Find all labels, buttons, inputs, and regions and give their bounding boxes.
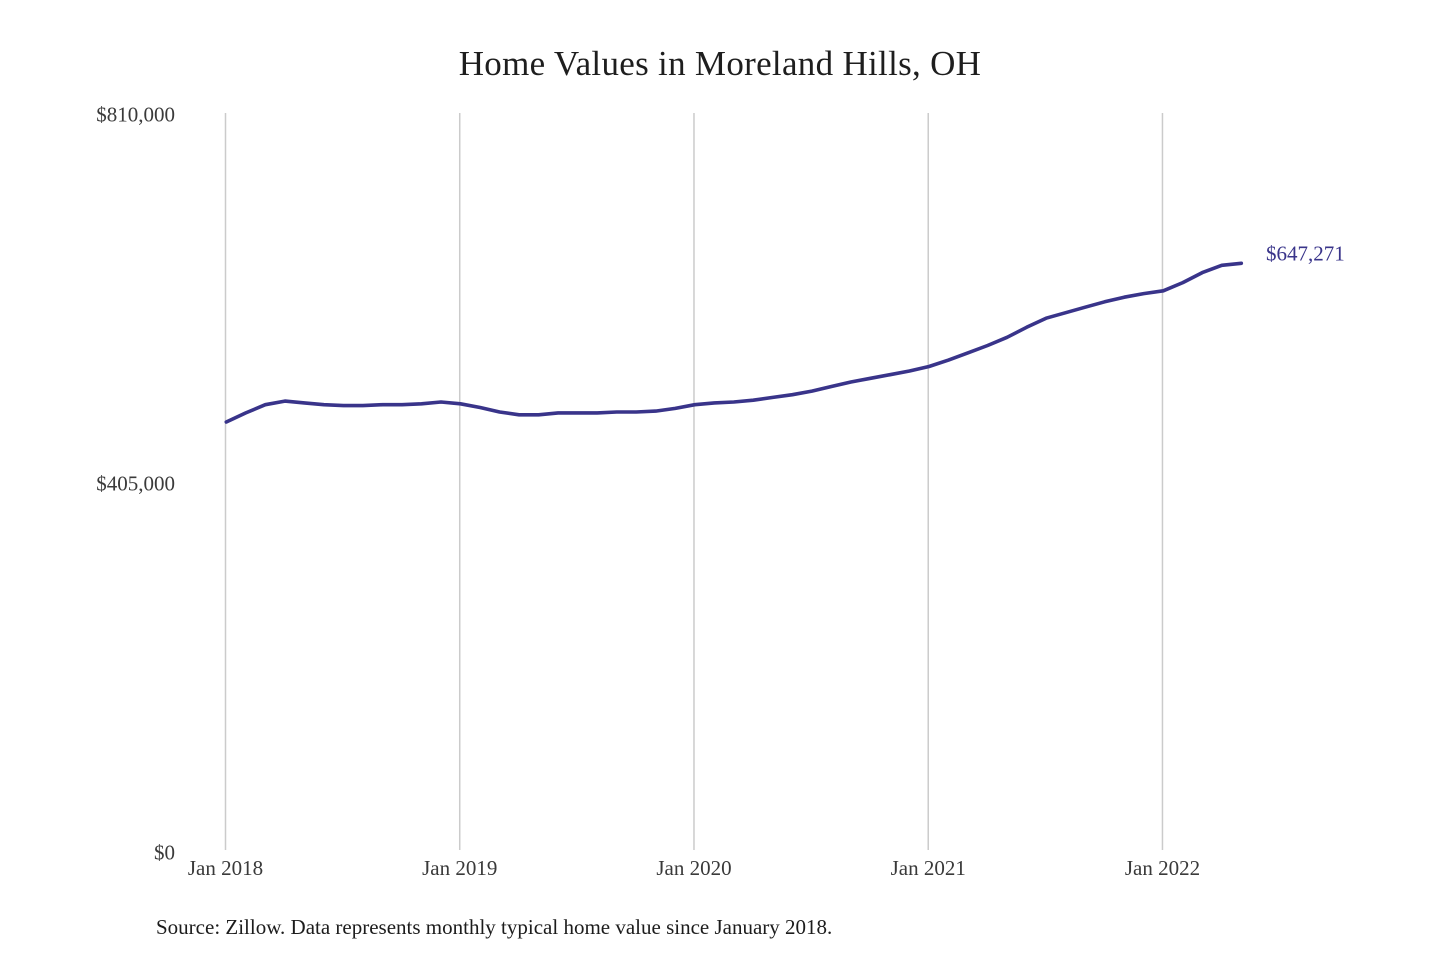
latest-value-label: $647,271: [1266, 241, 1345, 266]
y-axis-tick-label-top: $810,000: [96, 102, 175, 127]
x-axis-tick-label-2019: Jan 2019: [422, 856, 498, 880]
home-value-line: [224, 261, 1244, 424]
x-axis-tick-label-2018: Jan 2018: [187, 856, 264, 880]
y-axis-tick-label-zero: $0: [154, 840, 175, 865]
y-axis-tick-label-middle: $405,000: [96, 471, 175, 496]
chart-title: Home Values in Moreland Hills, OH: [458, 44, 982, 83]
source-note: Source: Zillow. Data represents monthly …: [156, 915, 833, 939]
x-axis-tick-label-2022: Jan 2022: [1124, 856, 1201, 880]
x-axis-tick-label-2020: Jan 2020: [656, 856, 732, 880]
x-axis-tick-label-2021: Jan 2021: [890, 856, 966, 880]
